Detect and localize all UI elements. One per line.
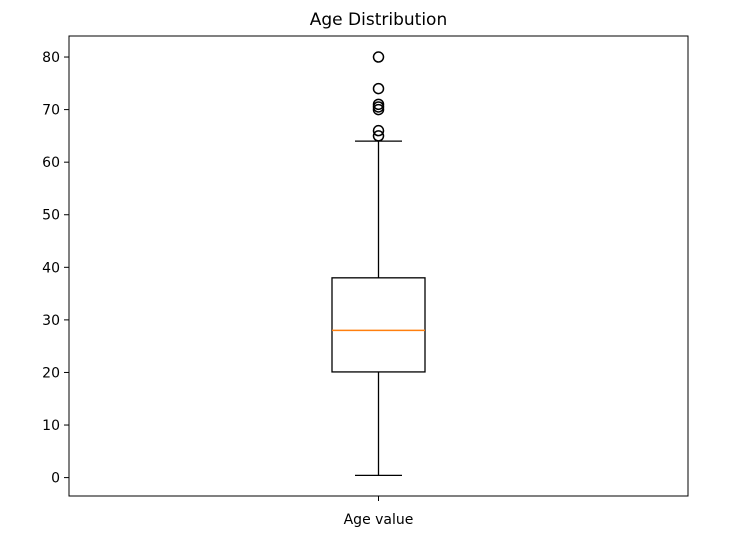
plot-area — [68, 35, 689, 497]
y-tick-label: 50 — [42, 208, 60, 224]
outlier-point — [372, 98, 385, 111]
x-axis: Age value — [344, 496, 414, 528]
outlier-point — [372, 130, 385, 142]
x-tick-label: Age value — [344, 512, 414, 528]
y-axis: 0 10 20 30 40 50 60 70 80 — [42, 50, 69, 487]
iqr-box — [331, 277, 426, 373]
y-tick-label: 70 — [42, 103, 60, 119]
y-tick-label: 10 — [42, 418, 60, 434]
y-tick-label: 80 — [42, 50, 60, 66]
y-tick-label: 40 — [42, 260, 60, 276]
y-tick-label: 60 — [42, 155, 60, 171]
y-tick-label: 0 — [51, 471, 60, 487]
y-tick-label: 30 — [42, 313, 60, 329]
y-tick-label: 20 — [42, 365, 60, 381]
outlier-point — [372, 51, 385, 63]
chart-title: Age Distribution — [310, 10, 447, 30]
outlier-point — [372, 82, 385, 95]
outlier-point — [372, 124, 385, 137]
